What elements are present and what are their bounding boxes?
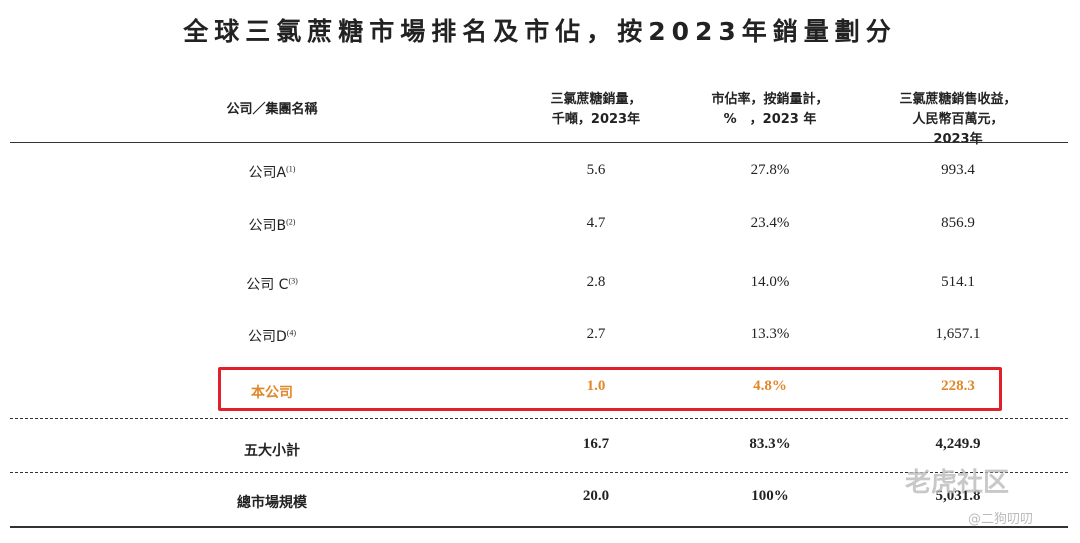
company-name: 本公司 bbox=[251, 385, 293, 401]
cell: 83.3% bbox=[749, 436, 791, 452]
row-name: 五大小計 bbox=[244, 440, 300, 460]
footnote-ref: (2) bbox=[286, 217, 296, 227]
header-cell: 市佔率，按銷量計， % ，2023 年 bbox=[711, 92, 829, 127]
cell: 514.1 bbox=[941, 274, 975, 290]
cell: 2.7 bbox=[586, 326, 606, 342]
company-name: 公司D bbox=[247, 329, 287, 345]
cell: 13.3% bbox=[750, 326, 790, 342]
cell: 5.6 bbox=[586, 162, 606, 178]
cell: 27.8% bbox=[750, 162, 790, 178]
rule bbox=[10, 418, 1068, 419]
company-name: 公司B bbox=[248, 218, 287, 234]
rule bbox=[10, 526, 1068, 528]
row-name: 公司 C(3) bbox=[246, 274, 298, 294]
row-name: 公司B(2) bbox=[249, 215, 296, 235]
cell: 1.0 bbox=[586, 378, 606, 394]
rule bbox=[10, 472, 1068, 473]
cell: 5,031.8 bbox=[935, 488, 981, 504]
rule bbox=[10, 142, 1068, 143]
header-cell: 三氯蔗糖銷售收益， 人民幣百萬元，2023年 bbox=[899, 92, 1017, 147]
cell: 14.0% bbox=[750, 274, 790, 290]
cell: 4,249.9 bbox=[935, 436, 981, 452]
watermark-author: @二狗叨叨 bbox=[968, 512, 1034, 527]
cell: 856.9 bbox=[941, 215, 975, 231]
footnote-ref: (3) bbox=[288, 276, 298, 286]
footnote-ref: (1) bbox=[286, 164, 296, 174]
cell: 2.8 bbox=[586, 274, 606, 290]
cell: 1,657.1 bbox=[935, 326, 981, 342]
row-name: 公司A(1) bbox=[249, 162, 296, 182]
header-cell: 公司／集團名稱 bbox=[226, 102, 318, 117]
footnote-ref: (4) bbox=[286, 328, 297, 338]
cell: 228.3 bbox=[941, 378, 975, 394]
highlight-box bbox=[218, 367, 1002, 411]
title: 全球三氯蔗糖市場排名及市佔，按2023年銷量劃分 bbox=[183, 17, 897, 46]
company-name: 總市場規模 bbox=[237, 495, 307, 511]
watermark-brand: 老虎社区 bbox=[905, 468, 1010, 498]
row-name: 公司D(4) bbox=[248, 326, 296, 346]
cell: 20.0 bbox=[582, 488, 610, 504]
company-name: 公司A bbox=[248, 165, 287, 181]
cell: 4.7 bbox=[586, 215, 606, 231]
cell: 100% bbox=[751, 488, 789, 504]
company-name: 五大小計 bbox=[244, 443, 300, 459]
row-name: 總市場規模 bbox=[237, 492, 307, 512]
cell: 4.8% bbox=[753, 378, 787, 394]
cell: 16.7 bbox=[582, 436, 610, 452]
company-name: 公司 C bbox=[246, 277, 289, 293]
row-name: 本公司 bbox=[251, 382, 293, 402]
cell: 993.4 bbox=[941, 162, 975, 178]
header-cell: 三氯蔗糖銷量， 千噸，2023年 bbox=[550, 92, 642, 127]
cell: 23.4% bbox=[750, 215, 790, 231]
